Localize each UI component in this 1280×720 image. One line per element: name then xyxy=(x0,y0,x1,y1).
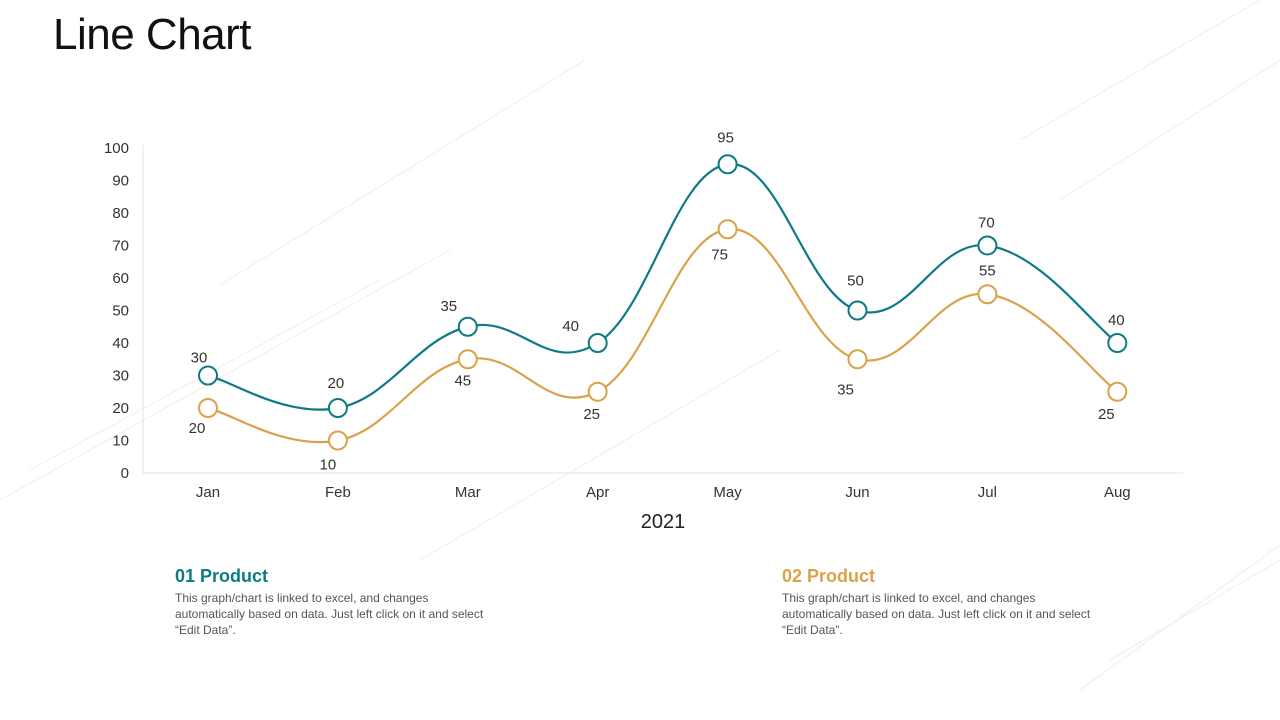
data-label: 55 xyxy=(979,262,996,279)
data-point xyxy=(327,430,348,451)
y-tick-label: 30 xyxy=(112,368,129,385)
x-tick-label: Feb xyxy=(325,484,351,501)
x-tick-label: Jan xyxy=(196,484,220,501)
x-tick-label: Jul xyxy=(978,484,997,501)
data-label: 25 xyxy=(583,406,600,423)
series-line-2 xyxy=(207,228,1118,444)
data-label: 20 xyxy=(189,420,206,437)
data-point xyxy=(587,381,608,402)
data-point xyxy=(717,219,738,240)
series-line-1 xyxy=(207,163,1118,411)
x-tick-label: Apr xyxy=(586,484,609,501)
x-tick-label: Jun xyxy=(845,484,869,501)
data-label: 35 xyxy=(837,381,854,398)
data-point xyxy=(457,316,478,337)
x-tick-label: Mar xyxy=(455,484,481,501)
data-point xyxy=(327,398,348,418)
y-tick-label: 0 xyxy=(121,465,129,482)
data-point xyxy=(1107,381,1128,402)
y-tick-label: 80 xyxy=(112,205,129,222)
legend-description: This graph/chart is linked to excel, and… xyxy=(782,591,1091,637)
data-point xyxy=(1107,333,1128,353)
data-label: 70 xyxy=(978,215,995,232)
data-point xyxy=(717,154,738,175)
y-tick-label: 40 xyxy=(112,335,129,352)
data-label: 45 xyxy=(454,372,471,389)
y-tick-label: 90 xyxy=(112,173,129,190)
data-point xyxy=(847,300,868,321)
data-label: 35 xyxy=(440,298,457,315)
data-point xyxy=(198,365,218,386)
data-label: 20 xyxy=(328,375,345,392)
y-tick-label: 100 xyxy=(104,140,129,157)
legend-product-1: 01 Product This graph/chart is linked to… xyxy=(175,566,495,638)
legend-product-2: 02 Product This graph/chart is linked to… xyxy=(782,566,1102,638)
data-point xyxy=(198,398,218,418)
x-tick-label: May xyxy=(713,484,742,501)
legend-description: This graph/chart is linked to excel, and… xyxy=(175,591,484,637)
data-point xyxy=(847,349,868,370)
data-label: 95 xyxy=(717,129,734,146)
data-point xyxy=(977,235,998,256)
x-tick-label: Aug xyxy=(1104,484,1131,501)
y-tick-label: 70 xyxy=(112,238,129,255)
legend-title: 02 Product xyxy=(782,566,876,586)
data-label: 30 xyxy=(191,350,208,367)
data-point xyxy=(977,284,998,305)
y-tick-label: 60 xyxy=(112,270,129,287)
data-point xyxy=(457,349,478,370)
y-tick-label: 50 xyxy=(112,303,129,320)
x-axis-title: 2021 xyxy=(641,511,686,533)
data-label: 75 xyxy=(711,246,728,263)
data-label: 40 xyxy=(562,318,579,335)
data-label: 50 xyxy=(847,273,864,290)
data-label: 10 xyxy=(320,457,337,474)
data-point xyxy=(587,333,608,353)
page-title: Line Chart xyxy=(53,10,252,59)
data-label: 25 xyxy=(1098,406,1115,423)
legend-title: 01 Product xyxy=(175,566,269,586)
y-tick-label: 10 xyxy=(112,433,129,450)
y-tick-label: 20 xyxy=(112,400,129,417)
data-label: 40 xyxy=(1108,312,1125,329)
